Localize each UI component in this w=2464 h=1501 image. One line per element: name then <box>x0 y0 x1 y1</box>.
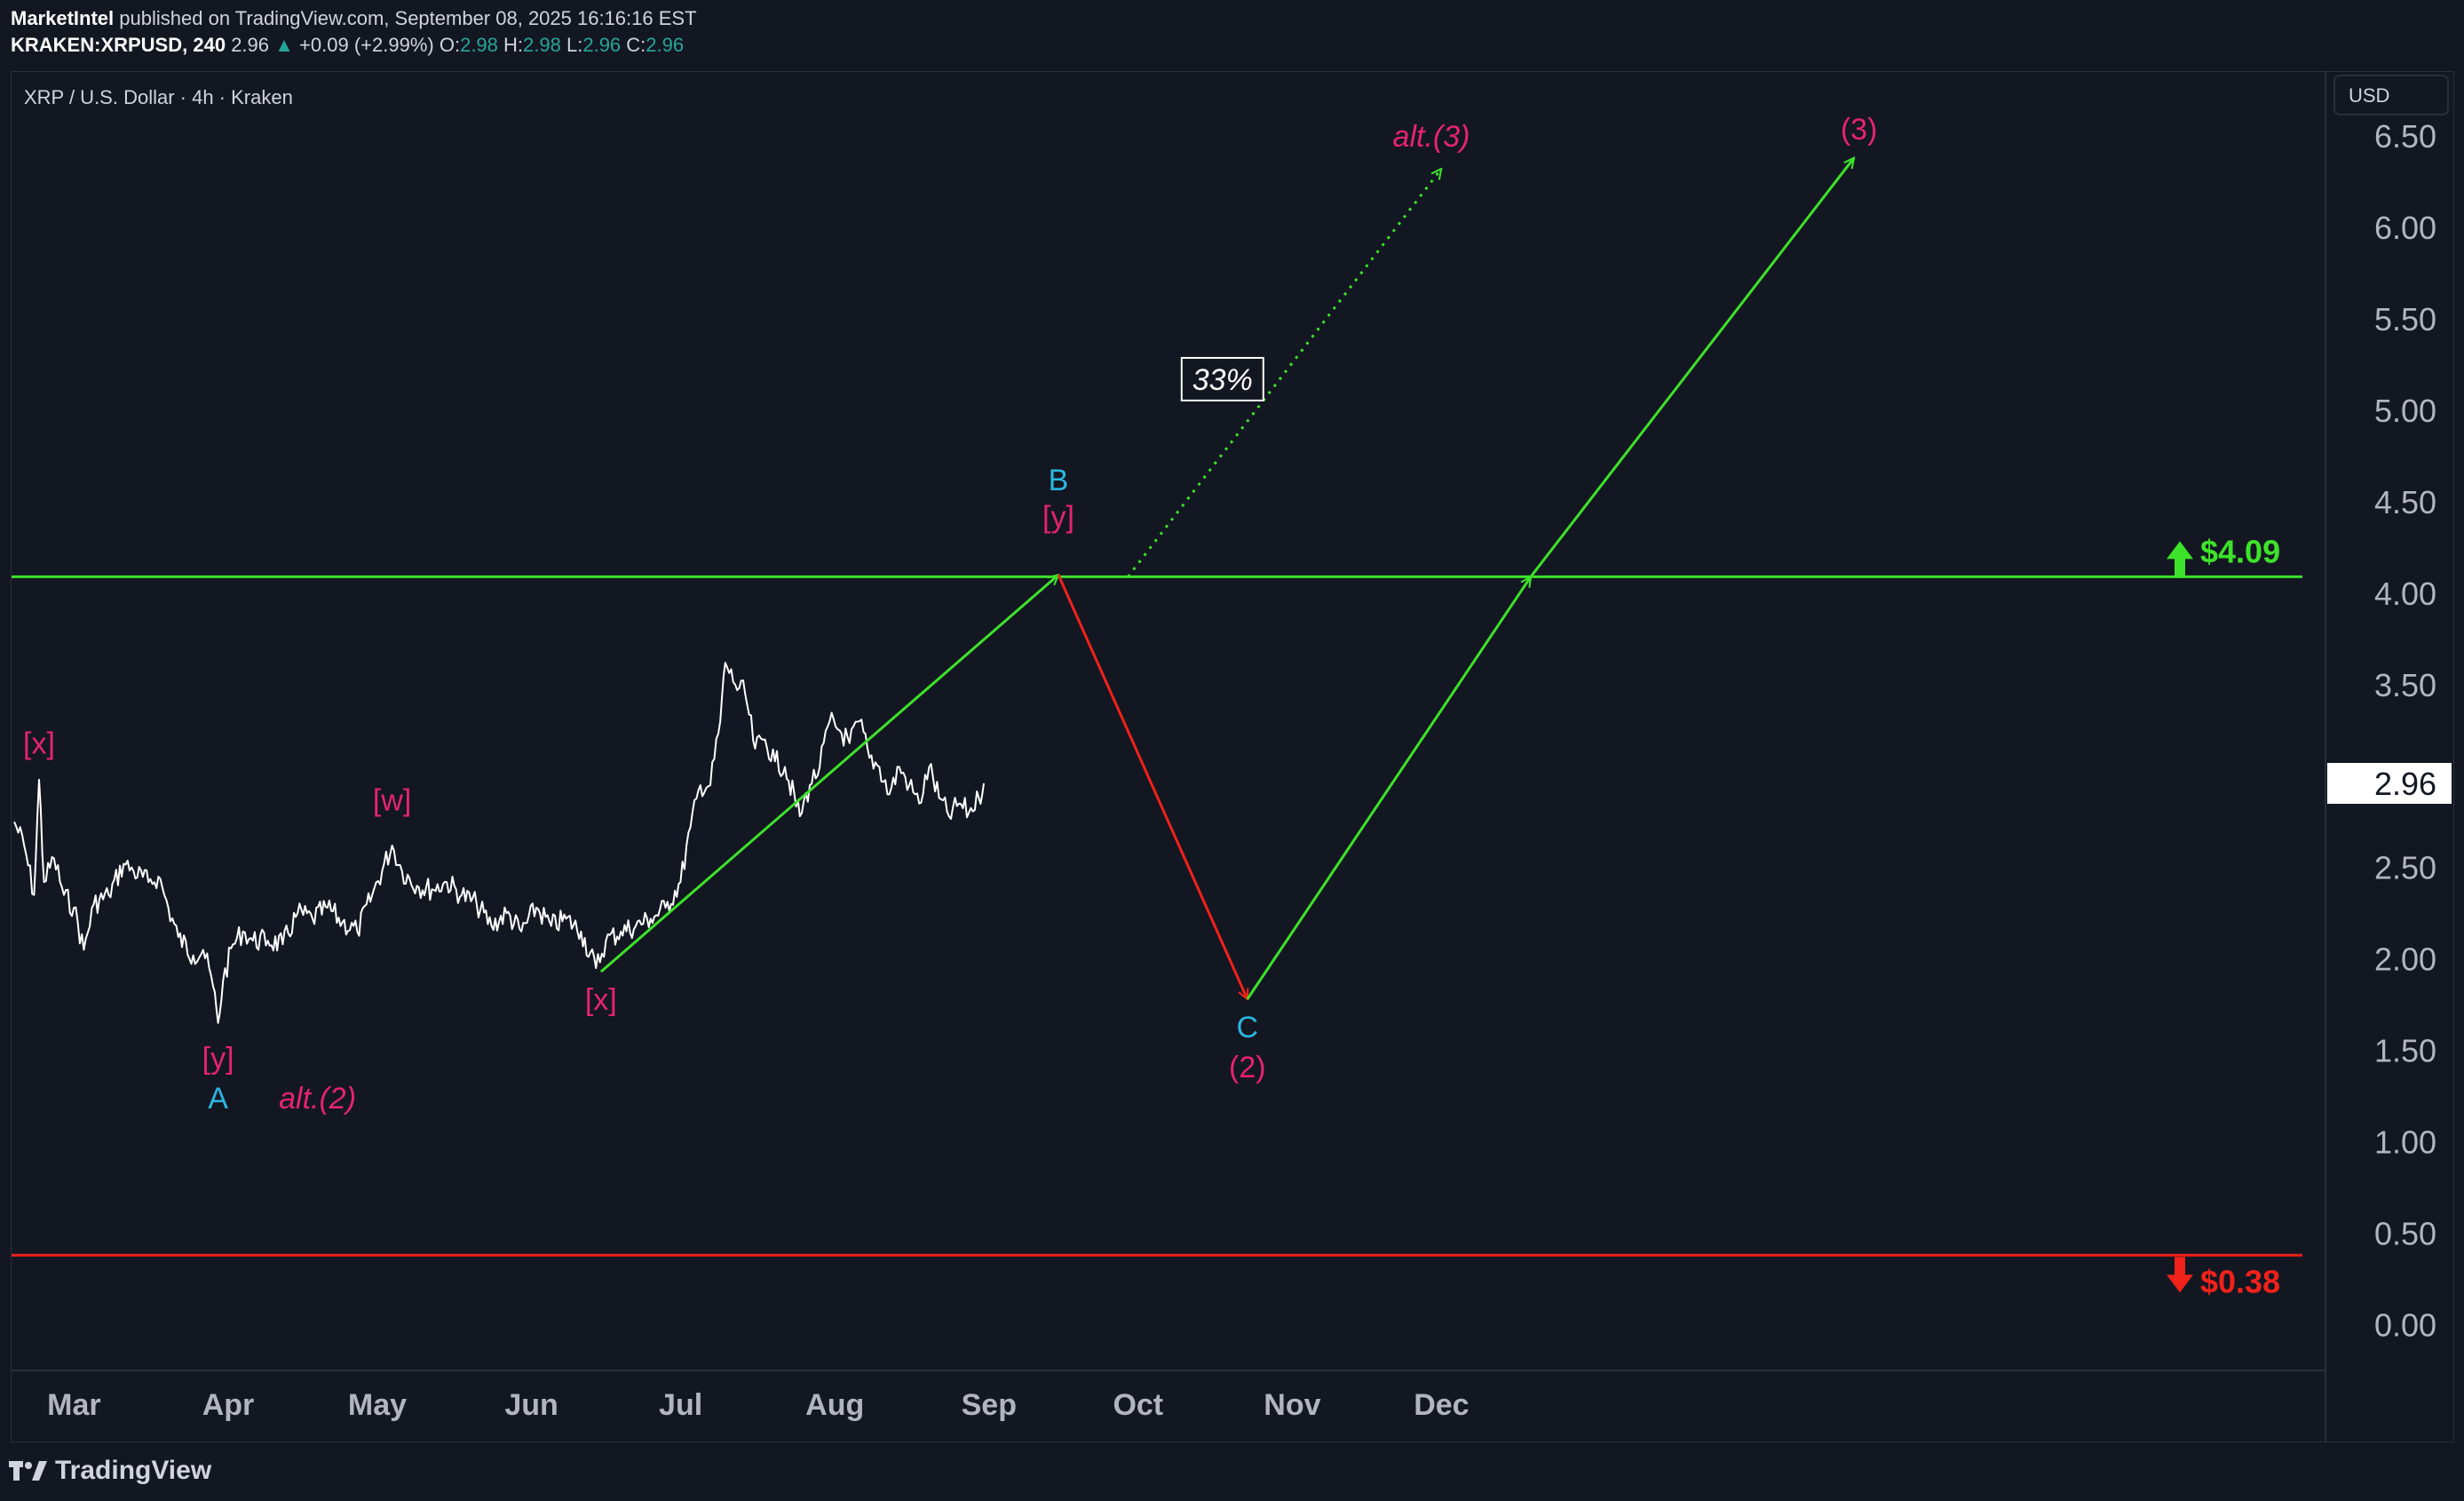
tradingview-logo-icon <box>9 1461 47 1481</box>
x-tick-label: Nov <box>1264 1388 1320 1422</box>
last-price: 2.96 <box>231 34 270 56</box>
high-value: 2.98 <box>523 34 561 56</box>
wave-projection-line[interactable] <box>1246 576 1531 1000</box>
price-chart[interactable]: XRP / U.S. Dollar · 4h · Kraken USD 0.00… <box>12 72 2453 1441</box>
wave-label[interactable]: C <box>1237 1011 1259 1044</box>
wave-label[interactable]: [y] <box>1042 500 1074 534</box>
x-tick-label: Jul <box>659 1388 702 1422</box>
price-series <box>13 662 985 1024</box>
wave-label[interactable]: [w] <box>373 784 411 818</box>
xrp-price-line[interactable] <box>13 662 985 1024</box>
x-tick-label: May <box>348 1388 407 1422</box>
wave-projection-line[interactable] <box>1529 158 1854 578</box>
close-label: C: <box>626 34 646 56</box>
y-tick-label: 0.00 <box>2374 1307 2436 1344</box>
publisher-name[interactable]: MarketIntel <box>11 7 115 29</box>
tradingview-brand: TradingView <box>55 1456 212 1485</box>
x-tick-label: Apr <box>202 1388 255 1422</box>
y-tick-label: 4.00 <box>2374 576 2436 612</box>
low-label: L: <box>566 34 583 56</box>
ohlc-line: KRAKEN:XRPUSD, 240 2.96 ▲ +0.09 (+2.99%)… <box>11 34 684 57</box>
callout-text: 33% <box>1192 363 1253 397</box>
wave-labels: [x][w][y]A alt.(2)[x]B[y]C(2)alt.(3) (3) <box>23 113 1877 1116</box>
last-price-badge <box>2327 763 2452 805</box>
last-price-marker: 2.96 <box>2327 763 2452 805</box>
level-down-arrow-icon <box>2167 1257 2193 1293</box>
chart-title: XRP / U.S. Dollar · 4h · Kraken <box>24 86 293 108</box>
symbol-name[interactable]: KRAKEN:XRPUSD, 240 <box>11 34 226 56</box>
y-tick-label: 4.50 <box>2374 484 2436 520</box>
x-tick-label: Oct <box>1113 1388 1163 1422</box>
wave-label[interactable]: alt.(2) <box>279 1082 356 1116</box>
change-up-icon: ▲ <box>274 34 294 56</box>
y-tick-label: 0.50 <box>2374 1216 2436 1252</box>
y-tick-label: 6.00 <box>2374 210 2436 246</box>
wave-label[interactable]: (2) <box>1229 1051 1266 1084</box>
last-price-badge-text: 2.96 <box>2374 766 2436 802</box>
alt-wave-projection-line[interactable] <box>1127 169 1441 578</box>
time-axis[interactable]: Mar Apr May Jun Jul Aug Sep Oct Nov Dec <box>47 1388 1469 1422</box>
wave-label[interactable]: A <box>208 1082 228 1116</box>
x-tick-label: Aug <box>805 1388 864 1422</box>
y-tick-label: 2.00 <box>2374 941 2436 978</box>
open-value: 2.98 <box>460 34 498 56</box>
wave-label[interactable]: alt.(3) <box>1393 120 1470 154</box>
currency-label: USD <box>2349 84 2389 107</box>
chart-header: MarketIntel published on TradingView.com… <box>0 0 2464 60</box>
price-change: +0.09 (+2.99%) <box>299 34 434 56</box>
wave-label[interactable]: [x] <box>585 983 617 1017</box>
x-tick-label: Jun <box>504 1388 558 1422</box>
price-level-label: $0.38 <box>2200 1263 2280 1299</box>
y-tick-label: 1.00 <box>2374 1124 2436 1161</box>
x-tick-label: Dec <box>1414 1388 1469 1422</box>
wave-label[interactable]: [x] <box>23 727 55 761</box>
chart-frame[interactable]: XRP / U.S. Dollar · 4h · Kraken USD 0.00… <box>11 71 2454 1442</box>
callout-box <box>1180 356 1264 401</box>
level-up-arrow-icon <box>2167 541 2193 577</box>
wave-projection-line[interactable] <box>1057 574 1248 999</box>
y-tick-label: 5.50 <box>2374 301 2436 338</box>
published-text: published on TradingView.com, September … <box>119 7 697 29</box>
publish-line: MarketIntel published on TradingView.com… <box>11 7 697 30</box>
wave-projections <box>599 158 1854 1000</box>
close-value: 2.96 <box>646 34 685 56</box>
y-tick-label: 6.50 <box>2374 118 2436 155</box>
currency-button[interactable] <box>2333 75 2449 115</box>
open-label: O: <box>439 34 461 56</box>
y-tick-label: 2.50 <box>2374 850 2436 886</box>
tradingview-footer[interactable]: TradingView <box>9 1455 211 1487</box>
y-tick-label: 1.50 <box>2374 1033 2436 1069</box>
wave-label[interactable]: (3) <box>1841 113 1878 147</box>
probability-callout: 33% <box>1180 356 1264 401</box>
high-label: H: <box>503 34 524 56</box>
y-tick-label: 3.50 <box>2374 667 2436 703</box>
wave-projection-line[interactable] <box>599 575 1058 973</box>
price-levels: $4.09 $0.38 <box>12 533 2302 1299</box>
low-value: 2.96 <box>582 34 622 56</box>
x-tick-label: Mar <box>47 1388 100 1422</box>
x-tick-label: Sep <box>962 1388 1017 1422</box>
wave-label[interactable]: B <box>1049 464 1069 497</box>
price-level-label: $4.09 <box>2200 533 2280 569</box>
wave-label[interactable]: [y] <box>202 1042 234 1076</box>
y-tick-label: 5.00 <box>2374 393 2436 429</box>
